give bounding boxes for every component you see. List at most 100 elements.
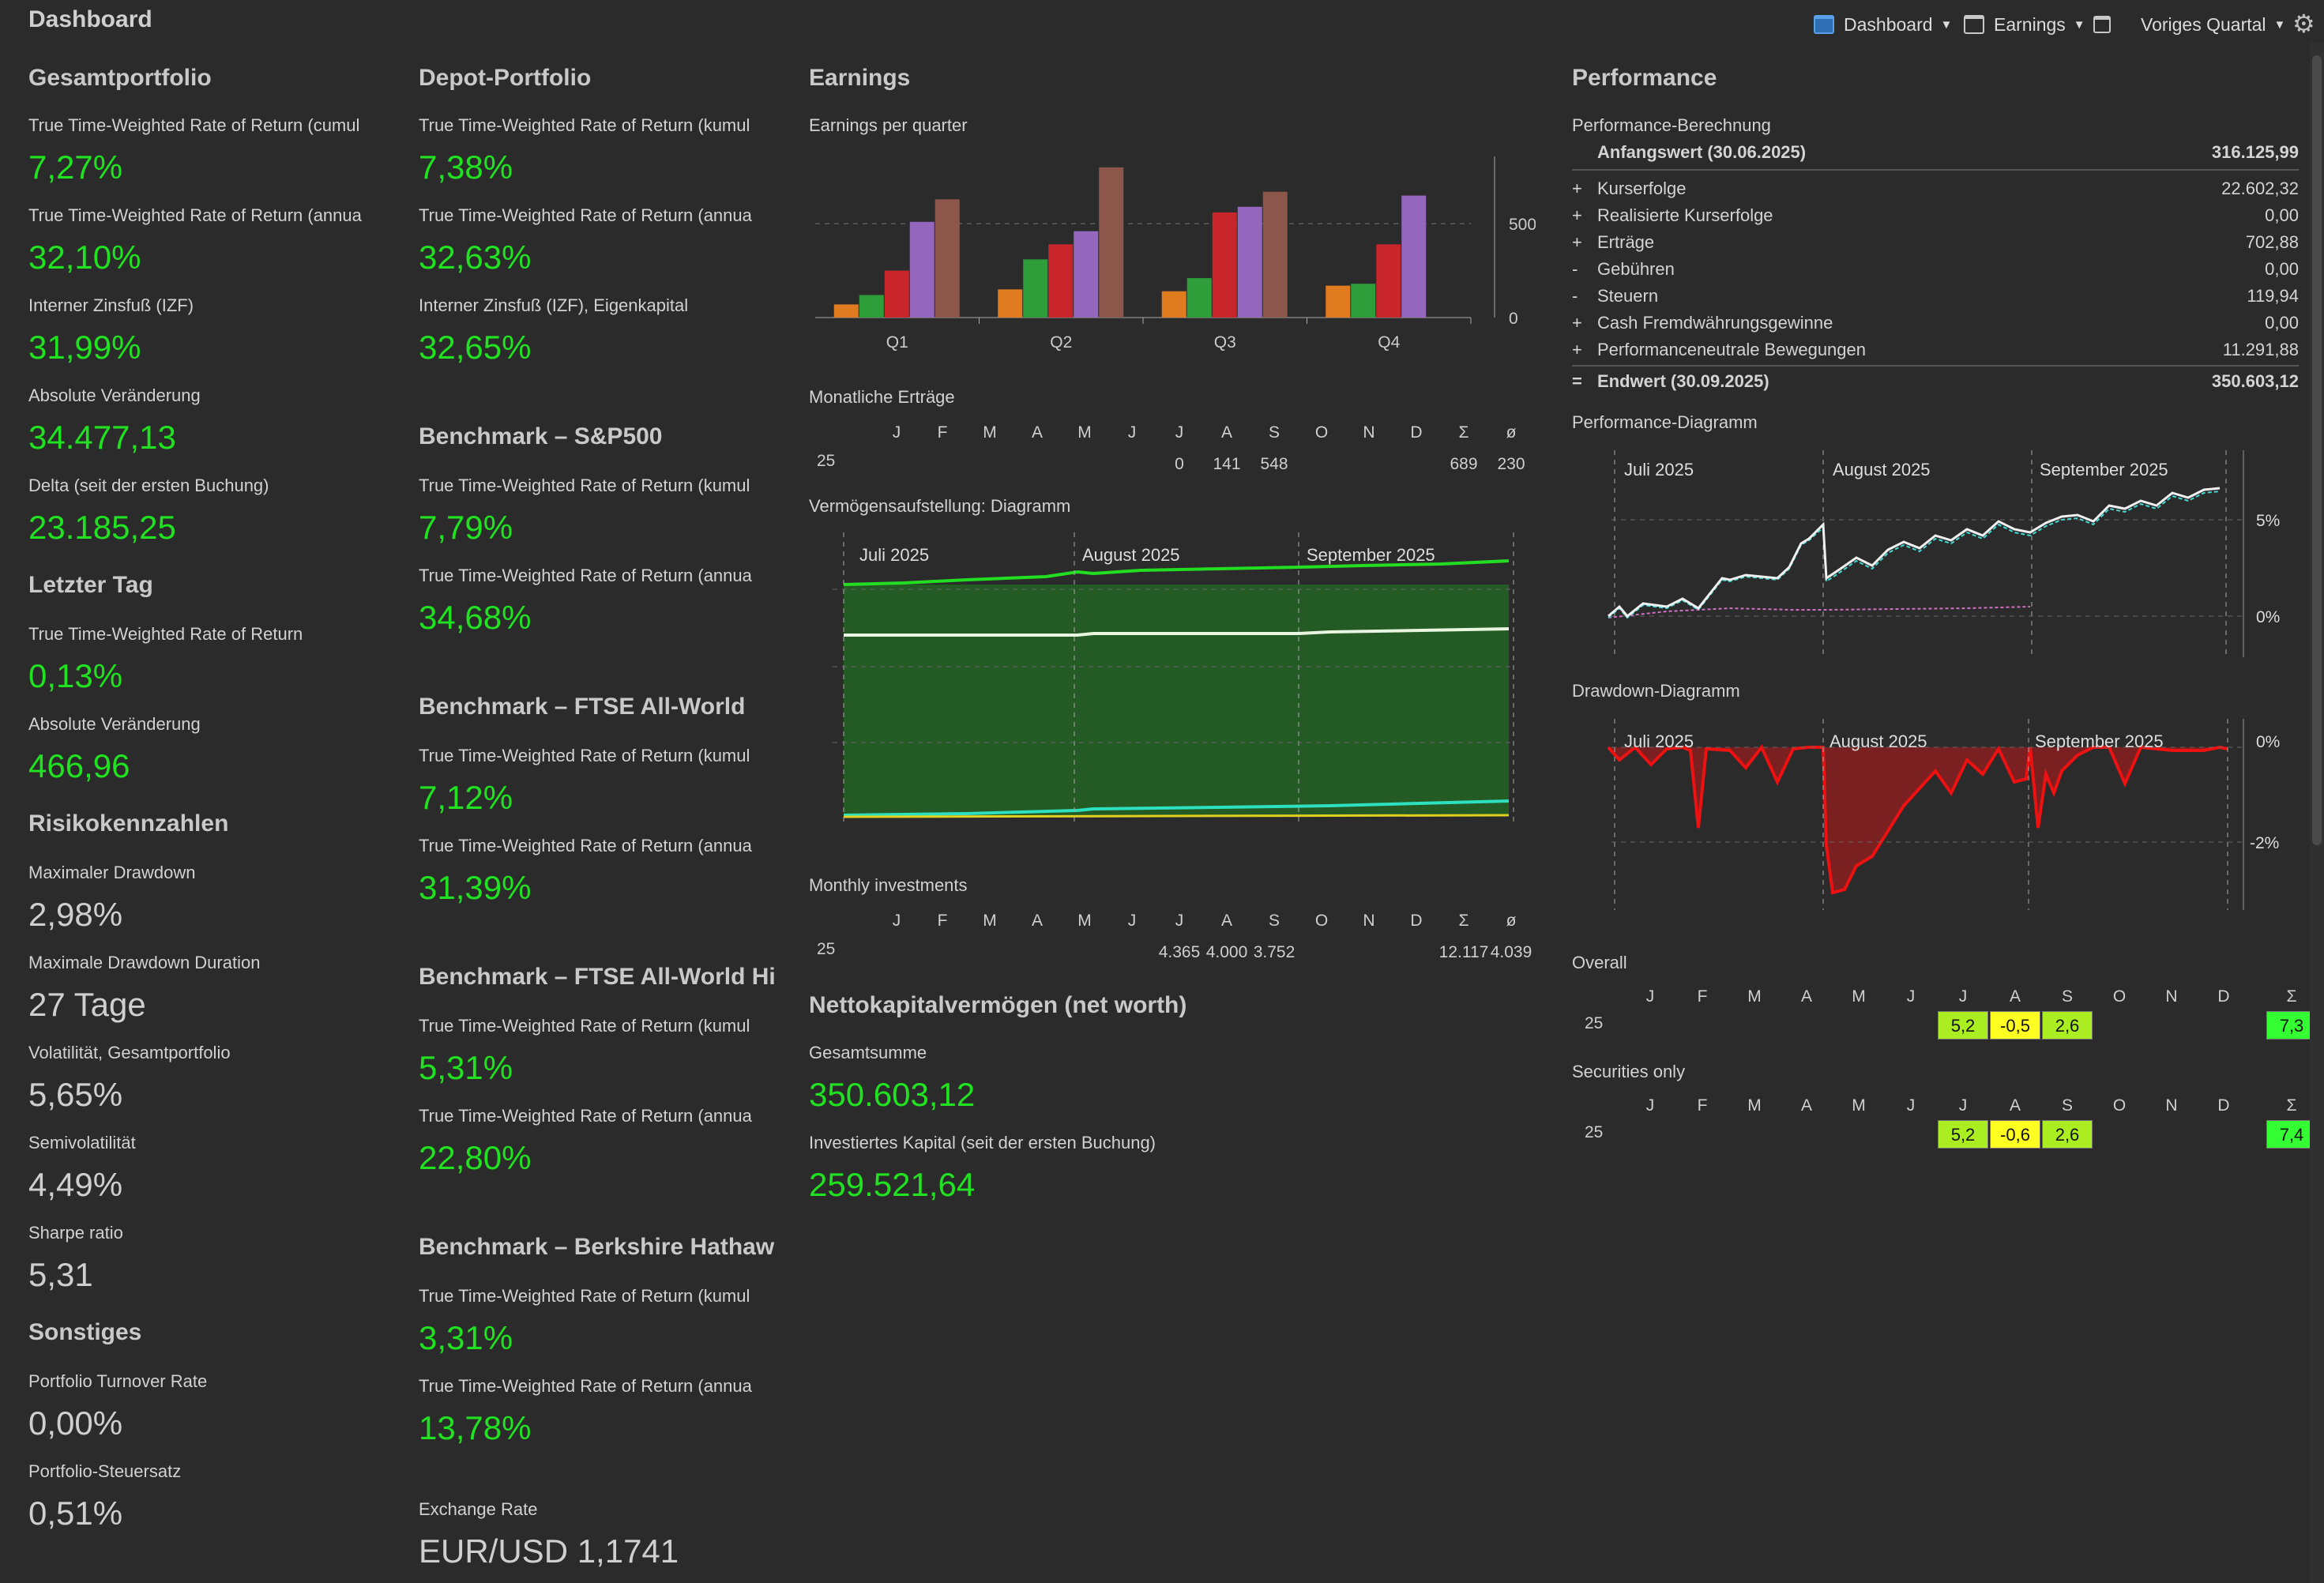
month-header: M — [983, 423, 997, 442]
benchmark-title: Benchmark – S&P500 — [419, 423, 663, 449]
month-header: Σ — [1458, 423, 1469, 442]
dashboard-menu-label: Dashboard — [1844, 13, 1933, 35]
benchmark-cum-label: True Time-Weighted Rate of Return (kumul — [419, 1016, 750, 1036]
bar — [1237, 206, 1262, 318]
month-value: 230 — [1497, 455, 1525, 473]
month-header: J — [1645, 1096, 1655, 1115]
month-header: J — [1127, 912, 1137, 930]
line-total — [843, 559, 1510, 586]
x-tick-label: Q3 — [1214, 333, 1236, 352]
heatmap-cell: 2,6 — [2042, 1120, 2093, 1149]
month-value: 4.000 — [1205, 943, 1248, 961]
y-tick-label: 5% — [2256, 512, 2280, 530]
row-label: Gebühren — [1597, 259, 1675, 279]
period-select[interactable]: Voriges Quartal ▼ — [2141, 11, 2285, 38]
depot-ttwror-cum-value: 7,38% — [419, 149, 513, 186]
month-header: A — [1220, 912, 1232, 930]
benchmark-title: Benchmark – FTSE All-World Hi — [419, 964, 776, 990]
month-header: J — [1906, 987, 1916, 1006]
row-value: 0,00 — [2265, 259, 2299, 279]
dashboard-menu[interactable]: Dashboard ▼ — [1814, 11, 1952, 38]
earnings-menu-label: Earnings — [1994, 13, 2066, 35]
area-total — [844, 585, 1509, 815]
month-header: A — [1800, 987, 1812, 1006]
bar — [1023, 259, 1048, 318]
month-header: S — [2061, 987, 2073, 1006]
benchmark-cum-value: 7,12% — [419, 779, 513, 816]
month-value: 4.039 — [1490, 943, 1532, 961]
end-value: 350.603,12 — [2211, 371, 2299, 391]
drawdown-line — [1607, 744, 2228, 895]
month-header: N — [2165, 987, 2178, 1006]
monthly-earnings-label: Monatliche Erträge — [809, 387, 955, 407]
benchmark-cum-label: True Time-Weighted Rate of Return (kumul — [419, 746, 750, 765]
last-day-abs-label: Absolute Veränderung — [28, 714, 201, 734]
max-drawdown-duration-label: Maximale Drawdown Duration — [28, 953, 261, 972]
new-window-button[interactable] — [2093, 11, 2120, 38]
month-header: S — [1268, 912, 1280, 930]
volatility-label: Volatilität, Gesamtportfolio — [28, 1043, 231, 1062]
year-label: 25 — [817, 940, 836, 958]
tax-rate-label: Portfolio-Steuersatz — [28, 1461, 182, 1481]
performance-row: + Realisierte Kurserfolge 0,00 — [1572, 205, 2299, 232]
earnings-menu[interactable]: Earnings ▼ — [1964, 11, 2085, 38]
month-header: N — [1363, 912, 1375, 930]
window-icon — [1964, 15, 1984, 34]
month-header: O — [2112, 987, 2127, 1006]
drawdown-chart: Juli 2025 August 2025 September 2025 0% … — [1607, 719, 2280, 910]
volatility-value: 5,65% — [28, 1076, 123, 1113]
gear-icon[interactable]: ⚙ — [2292, 9, 2315, 38]
line-performance-securities — [1608, 491, 2221, 619]
row-label: Steuern — [1597, 286, 1659, 306]
heatmap-cell: -0,6 — [1990, 1120, 2040, 1149]
bar — [833, 304, 859, 318]
row-value: 22.602,32 — [2221, 179, 2299, 198]
line-cash — [843, 799, 1510, 817]
month-header: M — [983, 912, 997, 930]
benchmark-ann-value: 22,80% — [419, 1139, 532, 1176]
month-label: August 2025 — [1082, 545, 1180, 565]
month-value: 689 — [1450, 455, 1478, 473]
month-header: M — [1852, 987, 1866, 1006]
securities-only-label: Securities only — [1572, 1062, 1686, 1081]
month-header: D — [2217, 1096, 2230, 1115]
month-header: Σ — [2286, 987, 2297, 1006]
depot-ttwror-ann-value: 32,63% — [419, 239, 532, 276]
start-value: 316.125,99 — [2211, 142, 2299, 162]
month-header: Σ — [2286, 1096, 2297, 1115]
month-header: S — [1268, 423, 1280, 442]
x-tick-label: Q4 — [1378, 333, 1400, 352]
row-sign: + — [1572, 179, 1582, 198]
month-value: 12.117 — [1438, 943, 1489, 961]
month-value: 0 — [1175, 455, 1184, 473]
x-tick-label: Q1 — [886, 333, 908, 352]
benchmark-ann-value: 31,39% — [419, 869, 532, 906]
month-label: August 2025 — [1829, 731, 1927, 751]
gesamtportfolio-title: Gesamtportfolio — [28, 65, 212, 91]
row-sign: + — [1572, 313, 1582, 333]
earnings-per-quarter-label: Earnings per quarter — [809, 115, 968, 135]
month-label: September 2025 — [2035, 731, 2164, 751]
bar — [1326, 285, 1351, 318]
bar — [859, 295, 884, 318]
last-day-ttwror-label: True Time-Weighted Rate of Return — [28, 624, 303, 644]
performance-row: + Kurserfolge 22.602,32 — [1572, 179, 2299, 205]
month-header: O — [1314, 423, 1329, 442]
end-value-label: Endwert (30.09.2025) — [1597, 371, 1769, 391]
row-value: 119,94 — [2247, 286, 2299, 306]
bar — [1048, 244, 1074, 318]
period-label: Voriges Quartal — [2141, 13, 2266, 35]
scrollbar-thumb[interactable] — [2312, 55, 2322, 845]
month-header: A — [1031, 912, 1043, 930]
month-header: N — [1363, 423, 1375, 442]
benchmark-ann-value: 34,68% — [419, 599, 532, 636]
performance-row: + Erträge 702,88 — [1572, 232, 2299, 259]
y-tick-label: -2% — [2250, 834, 2279, 852]
month-label: August 2025 — [1833, 460, 1931, 479]
month-label: September 2025 — [2040, 460, 2168, 479]
benchmark-title: Benchmark – FTSE All-World — [419, 694, 746, 720]
month-label: Juli 2025 — [1624, 460, 1694, 479]
izf-value: 31,99% — [28, 329, 141, 366]
max-drawdown-value: 2,98% — [28, 896, 123, 933]
benchmark-cum-value: 3,31% — [419, 1319, 513, 1356]
